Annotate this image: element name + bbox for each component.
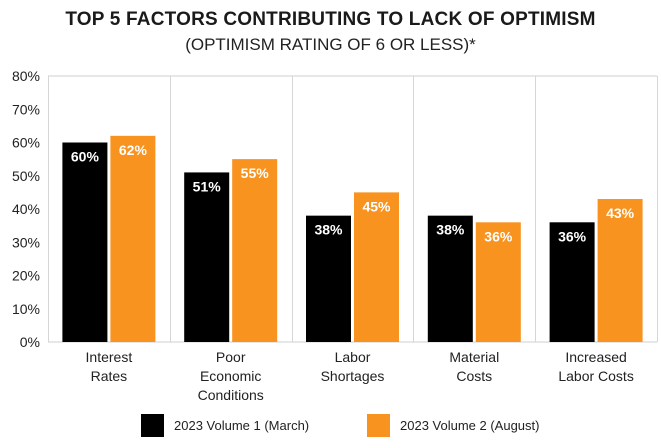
legend-swatch-march bbox=[141, 414, 164, 437]
x-tick-label: Costs bbox=[456, 368, 492, 384]
y-tick-label: 80% bbox=[12, 68, 40, 84]
chart-subtitle: (OPTIMISM RATING OF 6 OR LESS)* bbox=[185, 35, 476, 54]
bar-august bbox=[232, 159, 278, 342]
data-label: 38% bbox=[436, 222, 465, 238]
data-label: 60% bbox=[71, 149, 100, 165]
bar-august bbox=[475, 222, 521, 342]
x-tick-label: Rates bbox=[91, 368, 128, 384]
bar-chart: 0% 10% 20% 30% 40% 50% 60% 70% 80% 60% 62% Interest… bbox=[12, 68, 658, 403]
data-label: 36% bbox=[484, 228, 513, 244]
legend-item-august: 2023 Volume 2 (August) bbox=[367, 414, 539, 437]
bar-march bbox=[549, 222, 595, 342]
data-label: 62% bbox=[119, 142, 148, 158]
y-tick-label: 50% bbox=[12, 168, 40, 184]
x-tick-label: Poor bbox=[216, 349, 246, 365]
y-tick-label: 10% bbox=[12, 301, 40, 317]
bar-march bbox=[184, 172, 230, 342]
x-tick-label: Labor Costs bbox=[558, 368, 633, 384]
bar-march bbox=[306, 215, 351, 342]
bar-august bbox=[597, 199, 643, 342]
x-tick-label: Economic bbox=[200, 368, 261, 384]
y-tick-label: 70% bbox=[12, 101, 40, 117]
bar-march bbox=[427, 215, 473, 342]
legend-label-march: 2023 Volume 1 (March) bbox=[174, 418, 310, 433]
x-tick-label: Increased bbox=[565, 349, 626, 365]
bar-august bbox=[110, 135, 156, 342]
data-label: 45% bbox=[362, 198, 391, 214]
bar-august bbox=[354, 192, 399, 342]
x-tick-label: Interest bbox=[86, 349, 133, 365]
data-label: 38% bbox=[314, 222, 343, 238]
legend-label-august: 2023 Volume 2 (August) bbox=[400, 418, 540, 433]
data-label: 43% bbox=[606, 205, 635, 221]
data-label: 51% bbox=[193, 178, 222, 194]
y-tick-label: 0% bbox=[20, 334, 40, 350]
y-tick-label: 30% bbox=[12, 234, 40, 250]
y-tick-label: 40% bbox=[12, 201, 40, 217]
data-label: 55% bbox=[241, 165, 270, 181]
legend: 2023 Volume 1 (March) 2023 Volume 2 (Aug… bbox=[0, 414, 661, 442]
legend-swatch-august bbox=[367, 414, 390, 437]
x-tick-label: Material bbox=[449, 349, 499, 365]
y-tick-label: 60% bbox=[12, 135, 40, 151]
legend-item-march: 2023 Volume 1 (March) bbox=[141, 414, 309, 437]
y-tick-label: 20% bbox=[12, 268, 40, 284]
x-tick-label: Labor bbox=[335, 349, 371, 365]
bar-march bbox=[62, 142, 108, 342]
x-tick-label: Shortages bbox=[321, 368, 385, 384]
chart-title: TOP 5 FACTORS CONTRIBUTING TO LACK OF OP… bbox=[65, 9, 596, 30]
data-label: 36% bbox=[558, 228, 587, 244]
x-tick-label: Conditions bbox=[198, 387, 264, 403]
